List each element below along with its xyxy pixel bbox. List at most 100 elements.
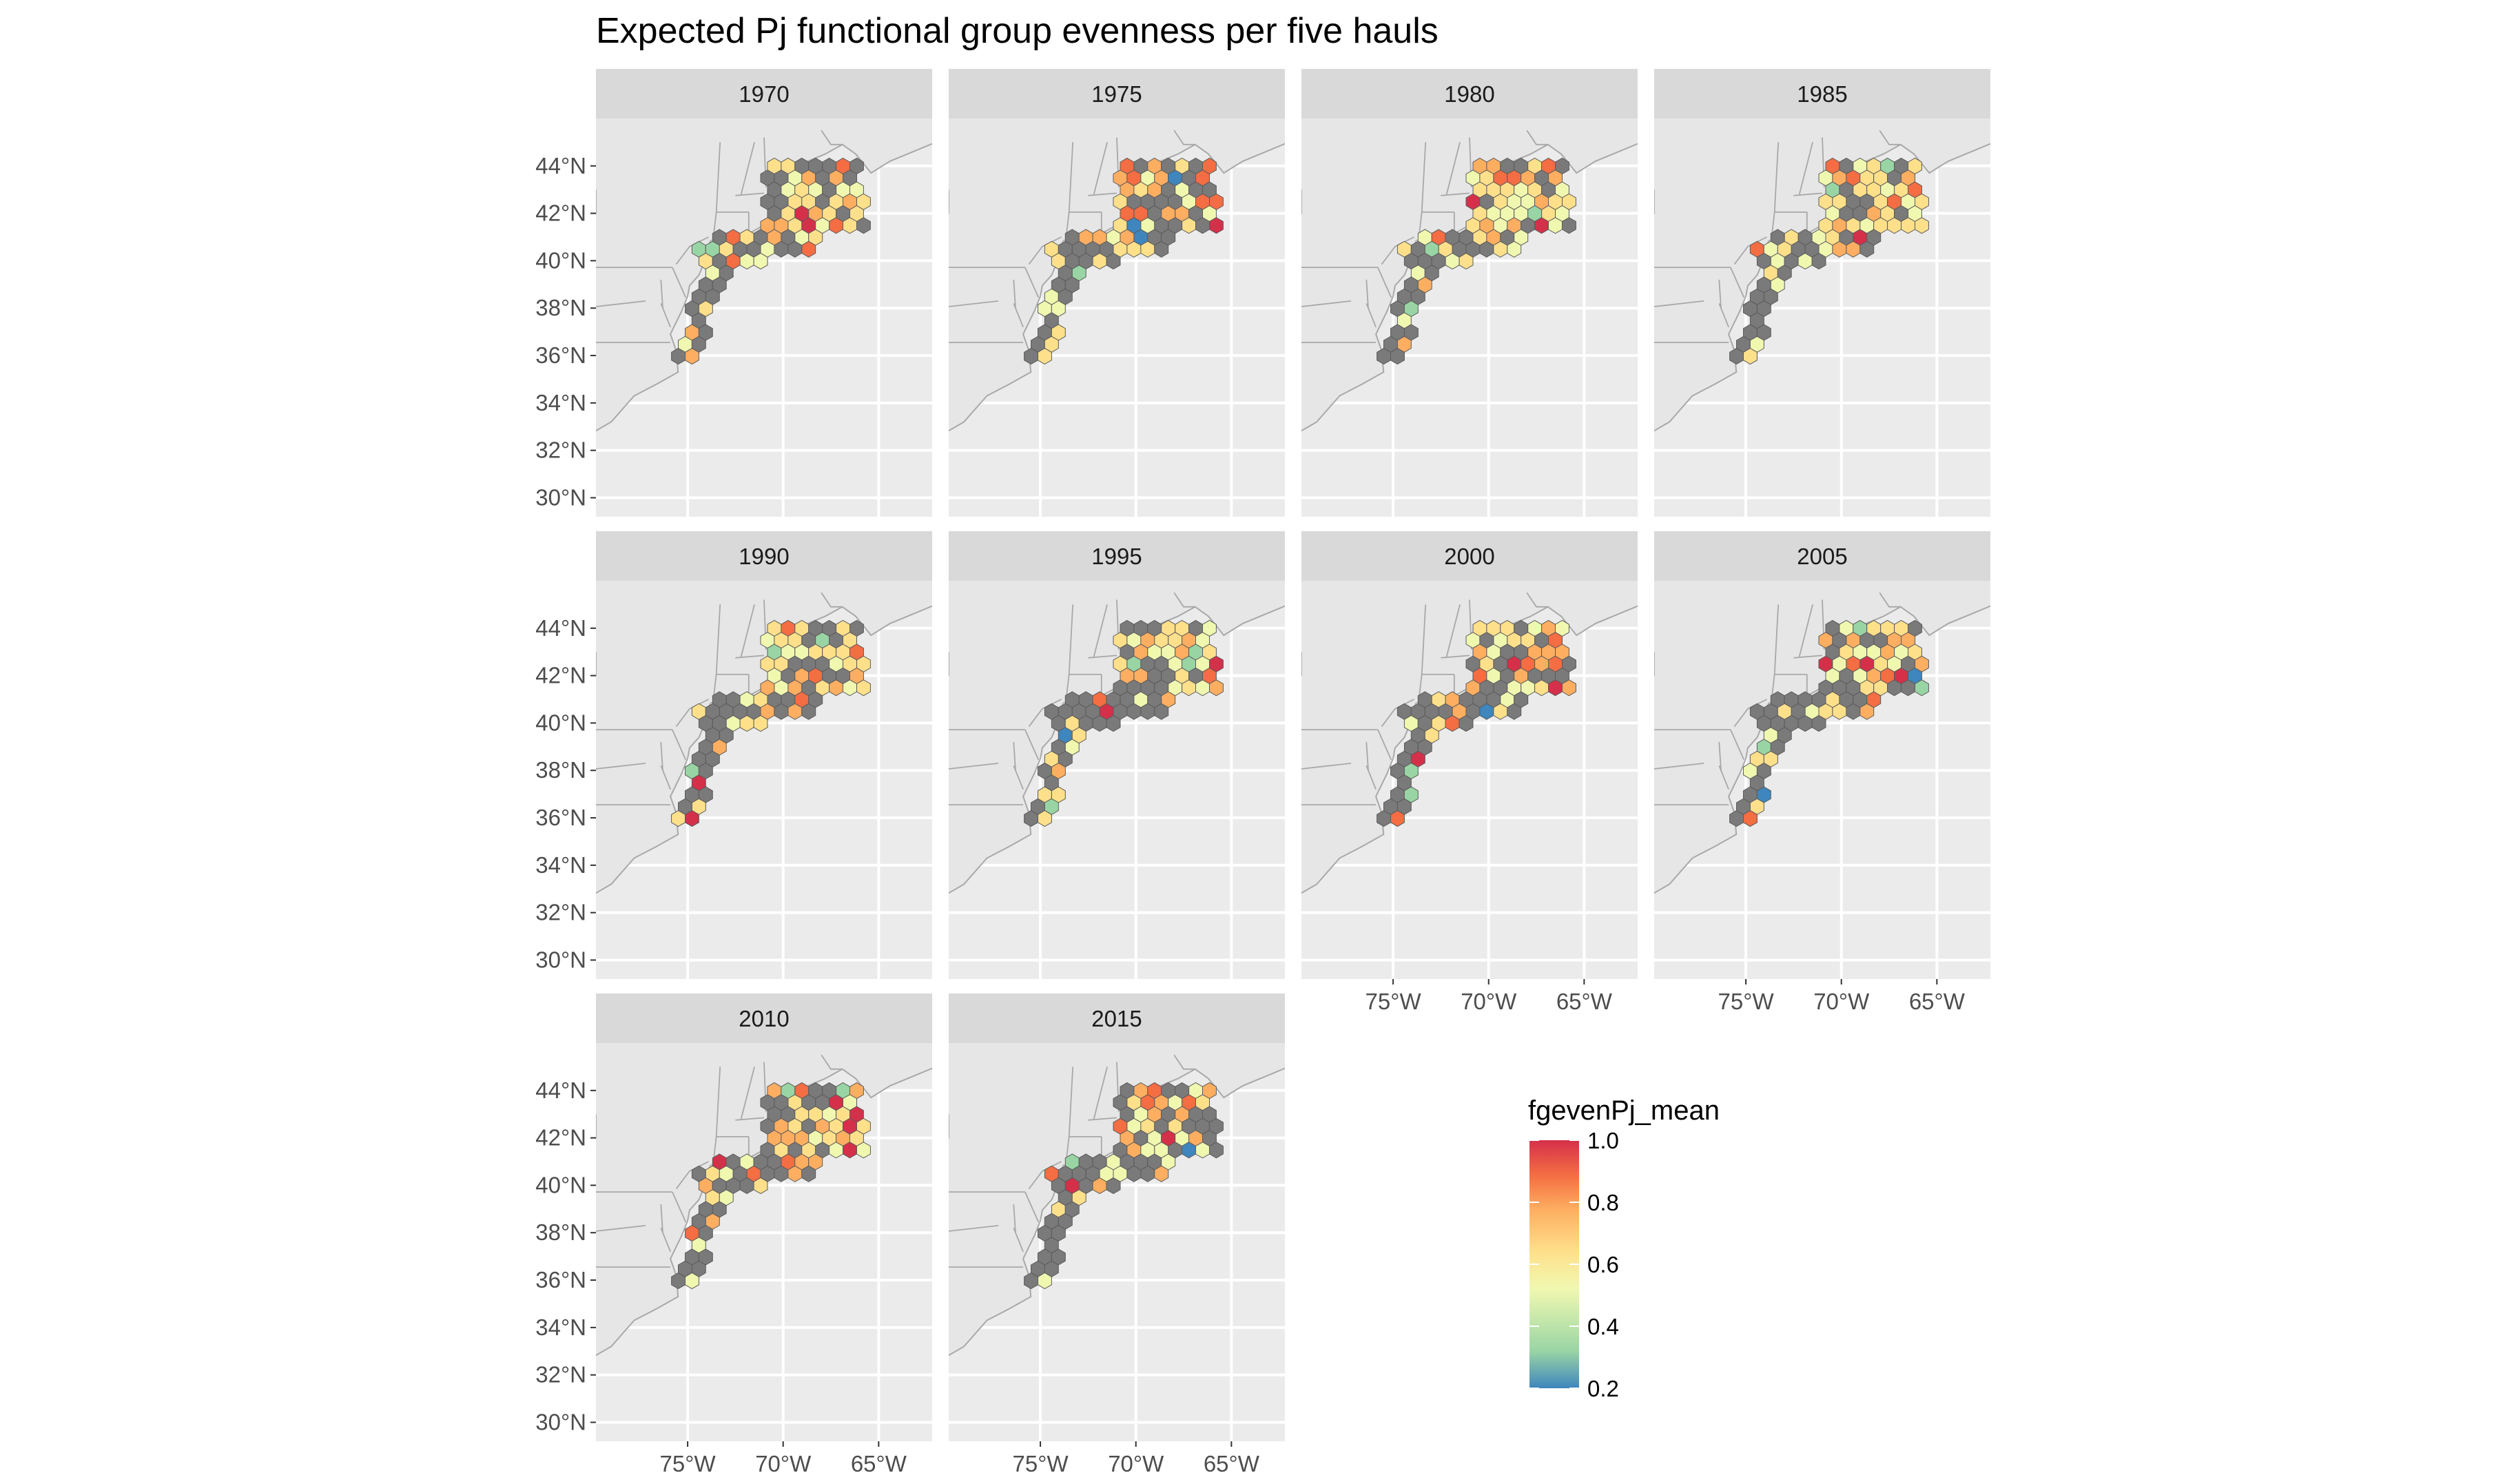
x-tick-label: 70°W (1108, 1451, 1164, 1476)
x-tick-label: 75°W (1013, 1451, 1069, 1476)
facet-label: 1980 (1444, 81, 1494, 107)
facet-strip (1654, 531, 1990, 581)
hex-cell (1209, 679, 1224, 697)
hex-cell (1811, 252, 1826, 270)
hex-cell (1154, 240, 1169, 258)
y-tick-label: 34°N (535, 1315, 586, 1340)
facet-strip (949, 993, 1285, 1043)
facet-label: 2010 (739, 1006, 789, 1031)
hex-cells (1729, 157, 1929, 365)
legend-tick-label: 0.8 (1587, 1190, 1619, 1215)
hex-cell (801, 1165, 816, 1182)
hex-cell (753, 1177, 768, 1195)
legend-tick-label: 0.4 (1587, 1314, 1619, 1339)
facet-label: 1990 (739, 544, 789, 569)
facet-panel-2010: 2010 30°N 32°N 34°N 36°N 38°N 40°N 42°N 44°N 75°W… (535, 993, 932, 1476)
hex-cells (671, 619, 871, 827)
facet-panel-2005: 2005 75°W 70°W 65°W (1654, 531, 1990, 1014)
facet-strip (596, 993, 932, 1043)
legend-tick-label: 0.2 (1587, 1376, 1619, 1401)
hex-cells (1377, 619, 1576, 827)
y-tick-label: 42°N (535, 200, 586, 226)
y-tick-label: 34°N (535, 852, 586, 878)
hex-cell (685, 810, 699, 827)
x-tick-label: 65°W (1909, 989, 1966, 1014)
hex-cells (671, 157, 871, 365)
facet-strip (596, 69, 932, 118)
hex-cell (801, 240, 816, 258)
y-tick-label: 38°N (535, 757, 586, 783)
y-tick-label: 34°N (535, 390, 586, 415)
y-tick-label: 30°N (535, 947, 586, 972)
x-tick-label: 70°W (1461, 989, 1517, 1014)
hex-cell (1915, 679, 1929, 697)
y-tick-label: 36°N (535, 1267, 586, 1292)
facet-label: 1985 (1797, 81, 1847, 107)
y-tick-label: 42°N (535, 1125, 586, 1151)
hex-cell (1507, 703, 1522, 720)
facet-panel-1970: 1970 30°N 32°N 34°N 36°N 38°N 40°N 42°N 44°N (535, 69, 932, 517)
hex-cell (1743, 810, 1758, 827)
legend-tick-label: 1.0 (1587, 1128, 1619, 1153)
y-tick-label: 40°N (535, 247, 586, 273)
y-tick-label: 36°N (535, 805, 586, 830)
hex-cell (685, 347, 699, 365)
hex-cells (1024, 1082, 1224, 1290)
hex-cell (1743, 347, 1758, 365)
facet-strip (1301, 531, 1638, 581)
facet-label: 1995 (1091, 544, 1142, 569)
facet-strip (949, 69, 1285, 118)
x-tick-label: 65°W (851, 1451, 907, 1476)
y-tick-label: 38°N (535, 295, 586, 320)
facet-panel-1985: 1985 (1654, 69, 1990, 517)
hex-cell (1562, 679, 1576, 697)
hex-cell (801, 703, 816, 720)
hex-cell (1106, 1177, 1121, 1195)
y-tick-label: 44°N (535, 153, 586, 178)
facet-panel-1975: 1975 (949, 69, 1285, 517)
hex-cell (1811, 714, 1826, 732)
facet-label: 2015 (1091, 1006, 1142, 1031)
y-tick-label: 30°N (535, 1409, 586, 1434)
y-tick-label: 32°N (535, 900, 586, 925)
hex-cells (1024, 619, 1224, 827)
y-tick-label: 44°N (535, 1078, 586, 1103)
hex-cell (1209, 1142, 1224, 1159)
facet-label: 2005 (1797, 544, 1847, 569)
x-tick-label: 75°W (660, 1451, 717, 1476)
hex-cell (1859, 240, 1875, 258)
facet-strip (949, 531, 1285, 581)
chart-title: Expected Pj functional group evenness pe… (596, 11, 1439, 51)
y-tick-label: 38°N (535, 1219, 586, 1245)
hex-cell (1507, 240, 1522, 258)
y-tick-label: 30°N (535, 484, 586, 510)
facet-label: 1975 (1091, 81, 1142, 107)
hex-cell (1390, 347, 1405, 365)
hex-cell (753, 714, 768, 732)
facet-panel-1980: 1980 (1301, 69, 1638, 517)
hex-cell (1459, 714, 1474, 732)
hex-cell (1859, 703, 1875, 720)
hex-cell (1106, 714, 1121, 732)
hex-cell (1038, 1272, 1052, 1290)
hex-cell (1154, 1165, 1169, 1182)
hex-cell (1038, 347, 1052, 365)
hex-cells (1024, 157, 1224, 365)
hex-cell (856, 1142, 871, 1159)
facet-panel-2015: 2015 75°W 70°W 65°W (949, 993, 1285, 1476)
hex-cell (1459, 252, 1474, 270)
legend-title: fgevenPj_mean (1528, 1095, 1720, 1126)
hex-cell (1390, 810, 1405, 827)
hex-cell (1154, 703, 1169, 720)
facet-panel-1995: 1995 (949, 531, 1285, 979)
hex-cells (1729, 619, 1929, 827)
hex-cells (671, 1082, 871, 1290)
facet-panel-1990: 1990 30°N 32°N 34°N 36°N 38°N 40°N 42°N 44°N (535, 531, 932, 979)
x-tick-label: 65°W (1204, 1451, 1260, 1476)
y-tick-label: 32°N (535, 437, 586, 463)
y-tick-label: 40°N (535, 710, 586, 735)
facet-strip (1301, 69, 1638, 118)
hex-cell (1038, 810, 1052, 827)
x-tick-label: 75°W (1718, 989, 1775, 1014)
facet-label: 2000 (1444, 544, 1494, 569)
